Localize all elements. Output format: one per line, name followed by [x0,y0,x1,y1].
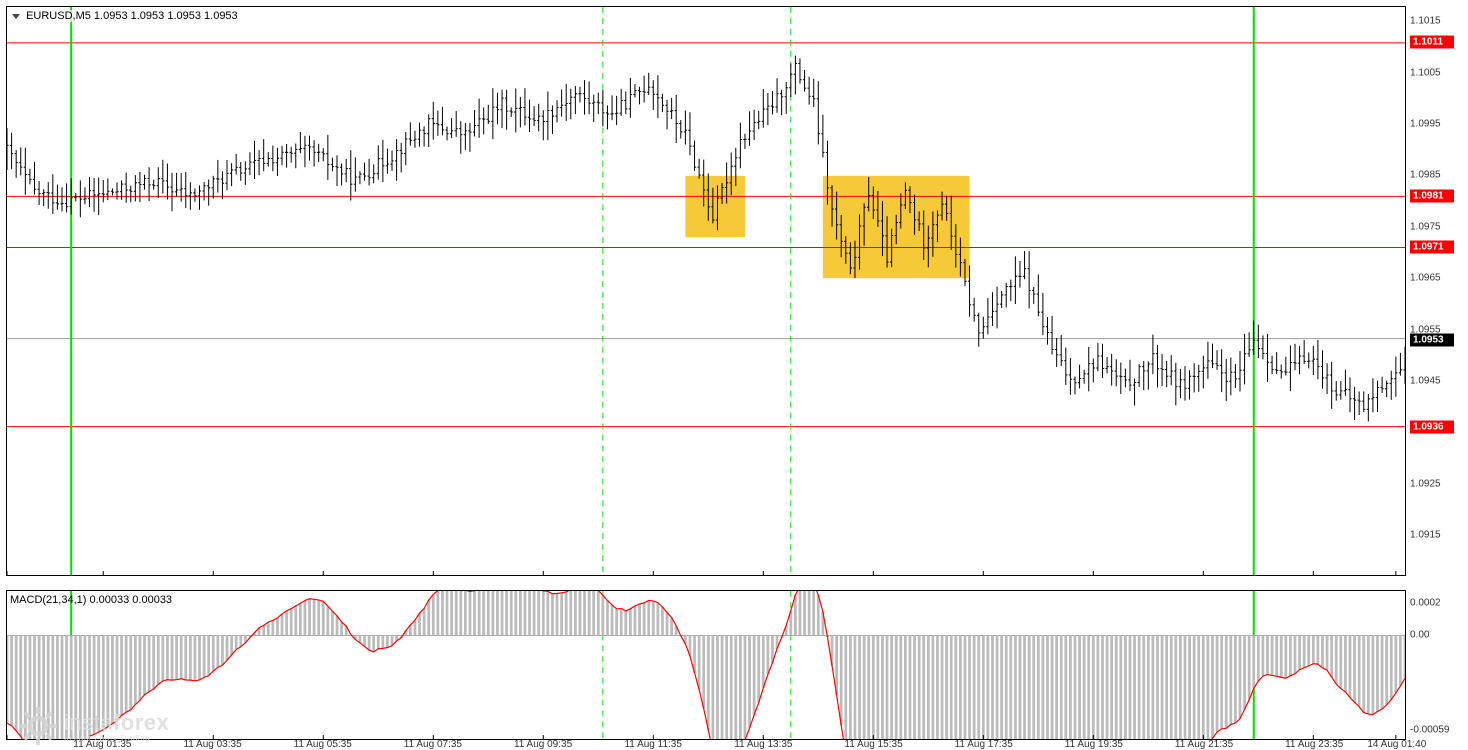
x-tick-label: 11 Aug 23:35 [1285,739,1343,750]
chart-symbol-title: EURUSD,M5 1.0953 1.0953 1.0953 1.0953 [10,10,240,22]
price-flag: 1.0971 [1410,241,1454,254]
y-tick-label: 1.1015 [1410,16,1441,27]
x-tick-label: 11 Aug 15:35 [844,739,902,750]
price-flag: 1.0981 [1410,190,1454,203]
trading-chart-container: EURUSD,M5 1.0953 1.0953 1.0953 1.0953 1.… [0,0,1468,750]
gear-icon [18,706,58,746]
x-tick-label: 11 Aug 07:35 [404,739,462,750]
x-tick-label: 11 Aug 21:35 [1175,739,1233,750]
price-flag: 1.1011 [1410,35,1454,48]
y-tick-label: 1.0915 [1410,529,1441,540]
macd-layer [7,591,1405,739]
x-tick-label: 11 Aug 17:35 [955,739,1013,750]
macd-y-axis: -0.00059 0.00 0.0002 [1410,590,1465,740]
x-tick-label: 11 Aug 09:35 [514,739,572,750]
symbol-text: EURUSD,M5 [26,10,91,22]
macd-y-tick: 0.00 [1410,630,1429,641]
macd-panel[interactable]: MACD(21,34,1) 0.00033 0.00033 [6,590,1406,740]
macd-y-tick: -0.00059 [1410,725,1449,736]
y-tick-label: 1.0925 [1410,478,1441,489]
x-tick-label: 11 Aug 03:35 [183,739,241,750]
y-tick-label: 1.0985 [1410,170,1441,181]
x-tick-label: 11 Aug 13:35 [734,739,792,750]
macd-title: MACD(21,34,1) 0.00033 0.00033 [10,594,172,606]
time-x-axis: 11 Aug 01:3511 Aug 03:3511 Aug 05:3511 A… [6,742,1406,750]
broker-watermark: instaforex Instant Forex Trading [18,706,169,746]
brand-text: instaforex [64,710,169,736]
y-tick-label: 1.0975 [1410,221,1441,232]
x-tick-label: 11 Aug 05:35 [294,739,352,750]
ohlc-text: 1.0953 1.0953 1.0953 1.0953 [94,10,238,22]
y-tick-label: 1.0995 [1410,119,1441,130]
x-tick-label: 11 Aug 19:35 [1065,739,1123,750]
y-tick-label: 1.0965 [1410,273,1441,284]
price-y-axis: 1.09151.09251.09451.09551.09651.09751.09… [1410,6,1465,576]
price-bars-layer [7,7,1405,575]
chevron-down-icon[interactable] [12,14,20,19]
price-chart-area[interactable]: EURUSD,M5 1.0953 1.0953 1.0953 1.0953 [6,6,1406,576]
x-tick-label: 11 Aug 11:35 [624,739,681,750]
price-flag: 1.0936 [1410,421,1454,434]
x-tick-label: 14 Aug 01:40 [1367,739,1426,750]
price-flag: 1.0953 [1410,333,1454,346]
macd-y-tick: 0.0002 [1410,597,1441,608]
y-tick-label: 1.0945 [1410,375,1441,386]
y-tick-label: 1.1005 [1410,67,1441,78]
